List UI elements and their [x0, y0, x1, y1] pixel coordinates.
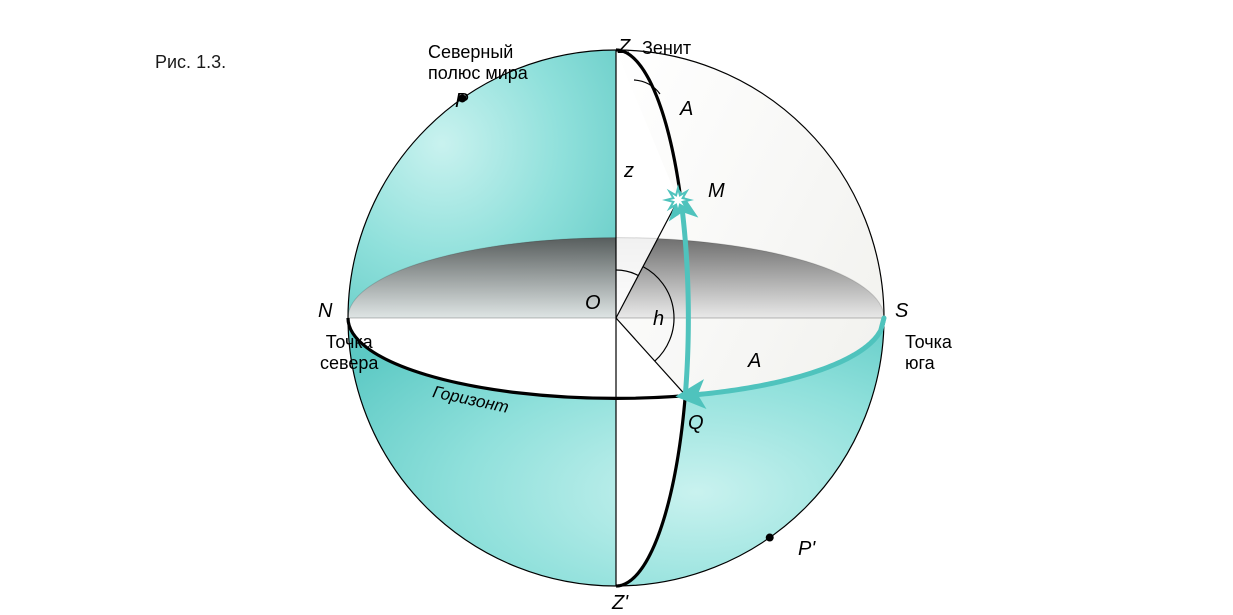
- label-P_prime: P': [798, 538, 815, 561]
- label-Z_top: Z: [618, 36, 630, 59]
- point-P-prime: [766, 534, 774, 542]
- label-Q: Q: [688, 412, 704, 435]
- label-z_angle: z: [624, 160, 634, 183]
- label-h: h: [653, 308, 664, 331]
- celestial-sphere-diagram: [0, 0, 1233, 608]
- label-A_bottom: A: [748, 350, 761, 373]
- label-north_point: Точка севера: [320, 332, 378, 373]
- label-O: O: [585, 292, 601, 315]
- label-M: M: [708, 180, 725, 203]
- label-N: N: [318, 300, 332, 323]
- label-north_pole_world: Северный полюс мира: [428, 42, 528, 83]
- figure-caption: Рис. 1.3.: [155, 52, 226, 73]
- label-A_top: A: [680, 98, 693, 121]
- label-zenith: Зенит: [642, 38, 691, 59]
- label-Z_prime: Z': [612, 592, 628, 615]
- star-M: [666, 188, 690, 212]
- label-south_point: Точка юга: [905, 332, 952, 373]
- label-S: S: [895, 300, 908, 323]
- label-P: P: [455, 90, 468, 113]
